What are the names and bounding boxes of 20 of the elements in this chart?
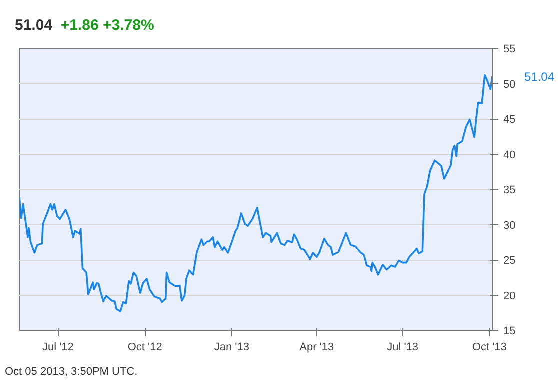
annotation: 51.04 xyxy=(524,70,555,84)
y-tick-label: 25 xyxy=(504,255,516,267)
y-tick-label: 20 xyxy=(504,290,516,302)
x-tick-label: Oct '13 xyxy=(472,342,507,354)
x-tick-label: Apr '13 xyxy=(300,342,334,354)
x-tick-label: Jul '12 xyxy=(42,342,74,354)
x-tick-label: Jul '13 xyxy=(387,342,419,354)
y-tick-label: 45 xyxy=(504,114,516,126)
y-tick-label: 15 xyxy=(504,326,516,338)
line-series xyxy=(20,74,492,312)
text: Oct 05 2013, 3:50PM UTC. xyxy=(5,365,139,380)
y-tick-label: 50 xyxy=(504,78,516,91)
y-tick-label: 30 xyxy=(504,220,516,232)
y-tick-label: 40 xyxy=(504,149,516,162)
x-tick-label: Jan '13 xyxy=(214,342,250,354)
chart-title: 51.04 xyxy=(15,17,53,34)
chart-subtitle: +1.86 +3.78% xyxy=(60,17,154,34)
x-tick-label: Oct '12 xyxy=(128,342,162,354)
y-tick-label: 35 xyxy=(504,184,516,196)
y-tick-label: 55 xyxy=(504,44,516,56)
